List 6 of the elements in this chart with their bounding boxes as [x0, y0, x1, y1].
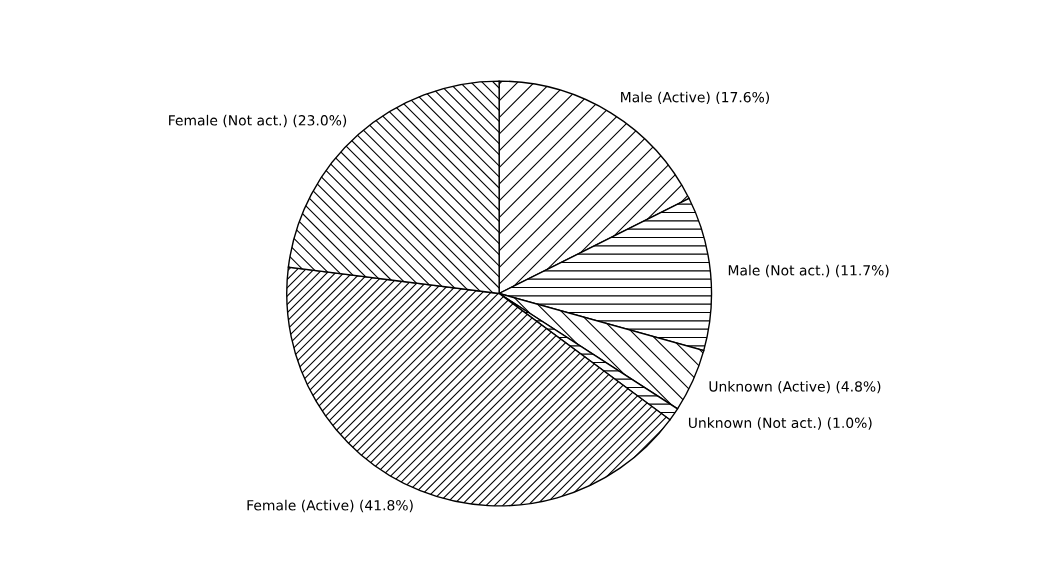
slice-label: Unknown (Not act.) (1.0%) [688, 417, 872, 430]
slice-label: Male (Not act.) (11.7%) [728, 264, 889, 278]
slice-label: Male (Active) (17.6%) [621, 91, 770, 105]
slice-label: Unknown (Active) (4.8%) [709, 380, 881, 394]
slice-label: Female (Not act.) (23.0%) [169, 114, 347, 128]
slice-label: Female (Active) (41.8%) [247, 499, 413, 513]
